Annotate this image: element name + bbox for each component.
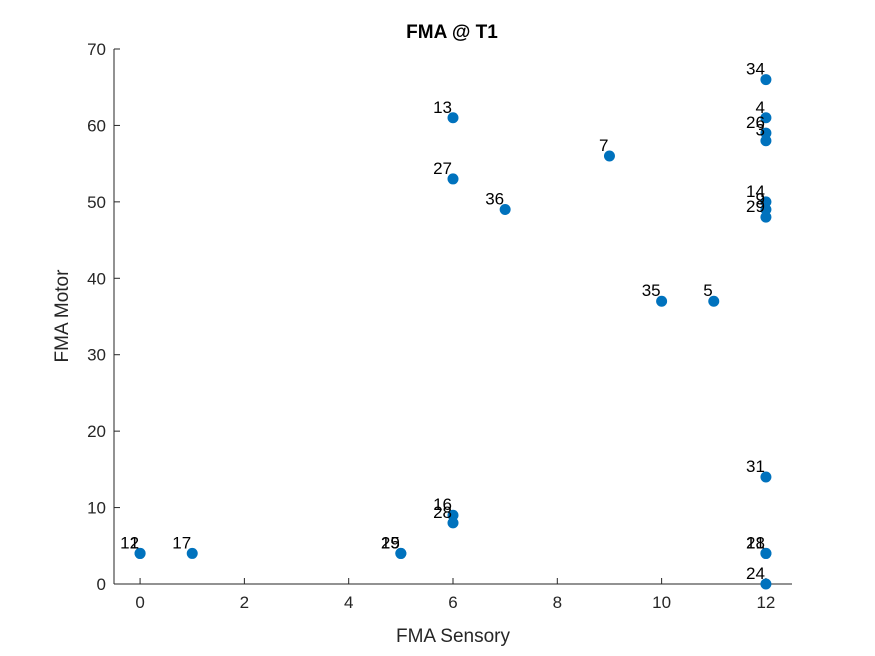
- x-tick-label: 8: [553, 593, 562, 612]
- data-label: 7: [599, 136, 608, 155]
- data-point: [760, 196, 772, 208]
- x-axis-ticks: 0 2 4 6 8 10 12: [135, 578, 775, 612]
- axes: [113, 49, 792, 585]
- data-point: [186, 547, 198, 559]
- data-point: [395, 547, 407, 559]
- data-point: [760, 112, 772, 124]
- data-label: 34: [746, 60, 765, 79]
- data-point: [760, 211, 772, 223]
- data-point: [760, 471, 772, 483]
- data-label: 24: [746, 564, 765, 583]
- data-label: 1: [130, 533, 139, 552]
- data-label: 29: [746, 197, 765, 216]
- x-tick-label: 10: [652, 593, 671, 612]
- data-label: 13: [433, 98, 452, 117]
- data-point: [760, 135, 772, 147]
- data-label: 27: [433, 159, 452, 178]
- data-point: [760, 578, 772, 590]
- data-point: [760, 547, 772, 559]
- data-point: [447, 517, 459, 529]
- x-tick-label: 12: [756, 593, 775, 612]
- data-label: 17: [172, 533, 191, 552]
- data-label: 35: [642, 281, 661, 300]
- y-tick-label: 50: [87, 193, 106, 212]
- x-axis-title: FMA Sensory: [396, 626, 511, 647]
- data-label: 4: [755, 98, 764, 117]
- data-label: 28: [433, 503, 452, 522]
- y-tick-label: 40: [87, 269, 106, 288]
- data-label: 25: [381, 533, 400, 552]
- data-point: [760, 127, 772, 139]
- x-tick-label: 2: [240, 593, 249, 612]
- x-tick-label: 4: [344, 593, 353, 612]
- data-point: [760, 204, 772, 215]
- data-label: 26: [746, 113, 765, 132]
- data-point: [447, 173, 459, 185]
- data-label: 9: [755, 190, 764, 209]
- y-tick-label: 30: [87, 346, 106, 365]
- data-point: [447, 509, 459, 521]
- x-tick-label: 0: [135, 593, 144, 612]
- data-label: 21: [746, 533, 765, 552]
- data-point: [760, 74, 772, 86]
- data-point: [708, 295, 720, 307]
- data-point: [134, 547, 146, 559]
- y-tick-label: 70: [87, 40, 106, 59]
- data-points: [134, 74, 772, 590]
- data-label: 14: [746, 182, 765, 201]
- data-label: 36: [485, 190, 504, 209]
- y-axis-ticks: 0 10 20 30 40 50 60 70: [87, 40, 120, 594]
- data-label: 18: [746, 533, 765, 552]
- data-label: 12: [120, 533, 139, 552]
- y-tick-label: 20: [87, 422, 106, 441]
- y-tick-label: 10: [87, 499, 106, 518]
- y-axis-title: FMA Motor: [52, 269, 73, 363]
- data-point: [447, 112, 459, 124]
- x-tick-label: 6: [448, 593, 457, 612]
- data-point: [603, 150, 615, 162]
- data-label: 31: [746, 457, 765, 476]
- data-label: 16: [433, 495, 452, 514]
- y-tick-label: 60: [87, 116, 106, 135]
- data-label: 19: [381, 533, 400, 552]
- data-point: [656, 295, 668, 307]
- data-label: 3: [755, 121, 764, 140]
- data-point: [499, 204, 511, 215]
- chart-title: FMA @ T1: [406, 22, 498, 43]
- y-tick-label: 0: [97, 575, 106, 594]
- data-label: 5: [703, 281, 712, 300]
